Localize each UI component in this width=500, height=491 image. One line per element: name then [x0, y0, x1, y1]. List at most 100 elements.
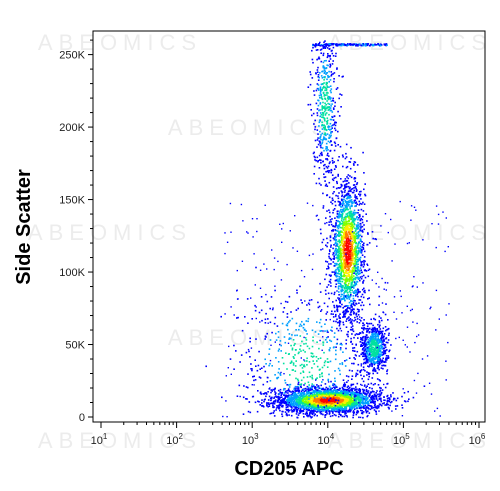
data-point	[358, 416, 360, 419]
data-point	[347, 393, 349, 396]
data-point	[355, 291, 358, 294]
data-point	[351, 343, 354, 345]
data-point	[341, 278, 344, 280]
data-point	[363, 259, 365, 262]
data-point	[341, 248, 343, 251]
data-point	[316, 409, 319, 411]
data-point	[319, 397, 322, 400]
data-point	[387, 355, 390, 357]
data-point	[345, 265, 348, 267]
data-point	[368, 242, 371, 244]
data-point	[354, 354, 357, 356]
data-point	[349, 230, 352, 233]
data-point	[337, 197, 340, 200]
data-point	[352, 308, 355, 310]
data-point	[332, 225, 335, 227]
data-point	[310, 394, 312, 397]
data-point	[362, 351, 365, 354]
data-point	[342, 391, 345, 393]
data-point	[403, 400, 406, 402]
data-point	[371, 336, 374, 339]
data-point	[313, 404, 316, 407]
data-point	[309, 395, 312, 398]
data-point	[354, 304, 356, 307]
data-point	[356, 182, 359, 184]
data-point	[369, 349, 371, 352]
data-point	[342, 311, 344, 314]
data-point	[346, 212, 349, 215]
data-point	[335, 408, 337, 410]
data-point	[281, 393, 283, 395]
data-point	[356, 252, 359, 255]
data-point	[351, 276, 354, 279]
data-point	[353, 357, 355, 359]
data-point	[345, 342, 347, 345]
data-point	[337, 401, 339, 404]
data-point	[352, 219, 355, 221]
data-point	[354, 227, 356, 230]
data-point	[292, 410, 295, 413]
data-point	[349, 240, 352, 243]
data-point	[352, 252, 355, 255]
data-point	[335, 320, 337, 323]
data-point	[380, 361, 383, 364]
data-point	[297, 404, 300, 407]
data-point	[353, 265, 355, 267]
data-point	[354, 397, 357, 400]
data-point	[345, 396, 347, 398]
data-point	[340, 408, 342, 410]
data-point	[360, 401, 363, 403]
data-point	[348, 301, 351, 304]
data-point	[338, 251, 340, 254]
data-point	[349, 304, 352, 307]
data-point	[313, 412, 315, 414]
data-point	[307, 404, 309, 406]
data-point	[334, 204, 337, 207]
data-point	[372, 351, 374, 353]
data-point	[311, 408, 313, 410]
data-point	[347, 215, 350, 218]
data-point	[337, 175, 339, 177]
data-point	[327, 336, 329, 338]
data-point	[374, 369, 377, 372]
data-point	[357, 226, 359, 229]
data-point	[352, 279, 355, 281]
data-point	[320, 390, 322, 393]
data-point	[348, 267, 350, 270]
data-point	[328, 394, 331, 396]
data-point	[341, 194, 344, 196]
data-point	[350, 398, 353, 400]
data-point	[340, 264, 343, 266]
data-point	[326, 397, 328, 399]
data-point	[311, 403, 314, 406]
data-point	[334, 217, 336, 219]
data-point	[339, 282, 342, 285]
data-point	[337, 240, 339, 243]
data-point	[362, 416, 364, 419]
data-point	[341, 252, 344, 255]
data-point	[350, 231, 352, 234]
data-point	[352, 243, 354, 245]
data-point	[322, 395, 325, 397]
data-point	[345, 143, 348, 146]
data-point	[352, 392, 354, 394]
data-point	[384, 344, 387, 346]
data-point	[360, 208, 363, 211]
data-point	[333, 291, 336, 294]
data-point	[322, 388, 325, 391]
data-point	[385, 357, 387, 360]
data-point	[298, 389, 301, 392]
data-point	[349, 401, 351, 404]
data-point	[347, 177, 350, 180]
data-point	[346, 201, 348, 203]
data-point	[373, 391, 375, 393]
data-point	[349, 263, 351, 266]
data-point	[347, 396, 350, 398]
data-point	[257, 400, 259, 403]
data-point	[299, 408, 302, 410]
data-point	[290, 404, 293, 407]
data-point	[340, 231, 343, 233]
data-point	[380, 344, 383, 346]
data-point	[351, 308, 354, 310]
data-point	[357, 295, 359, 298]
